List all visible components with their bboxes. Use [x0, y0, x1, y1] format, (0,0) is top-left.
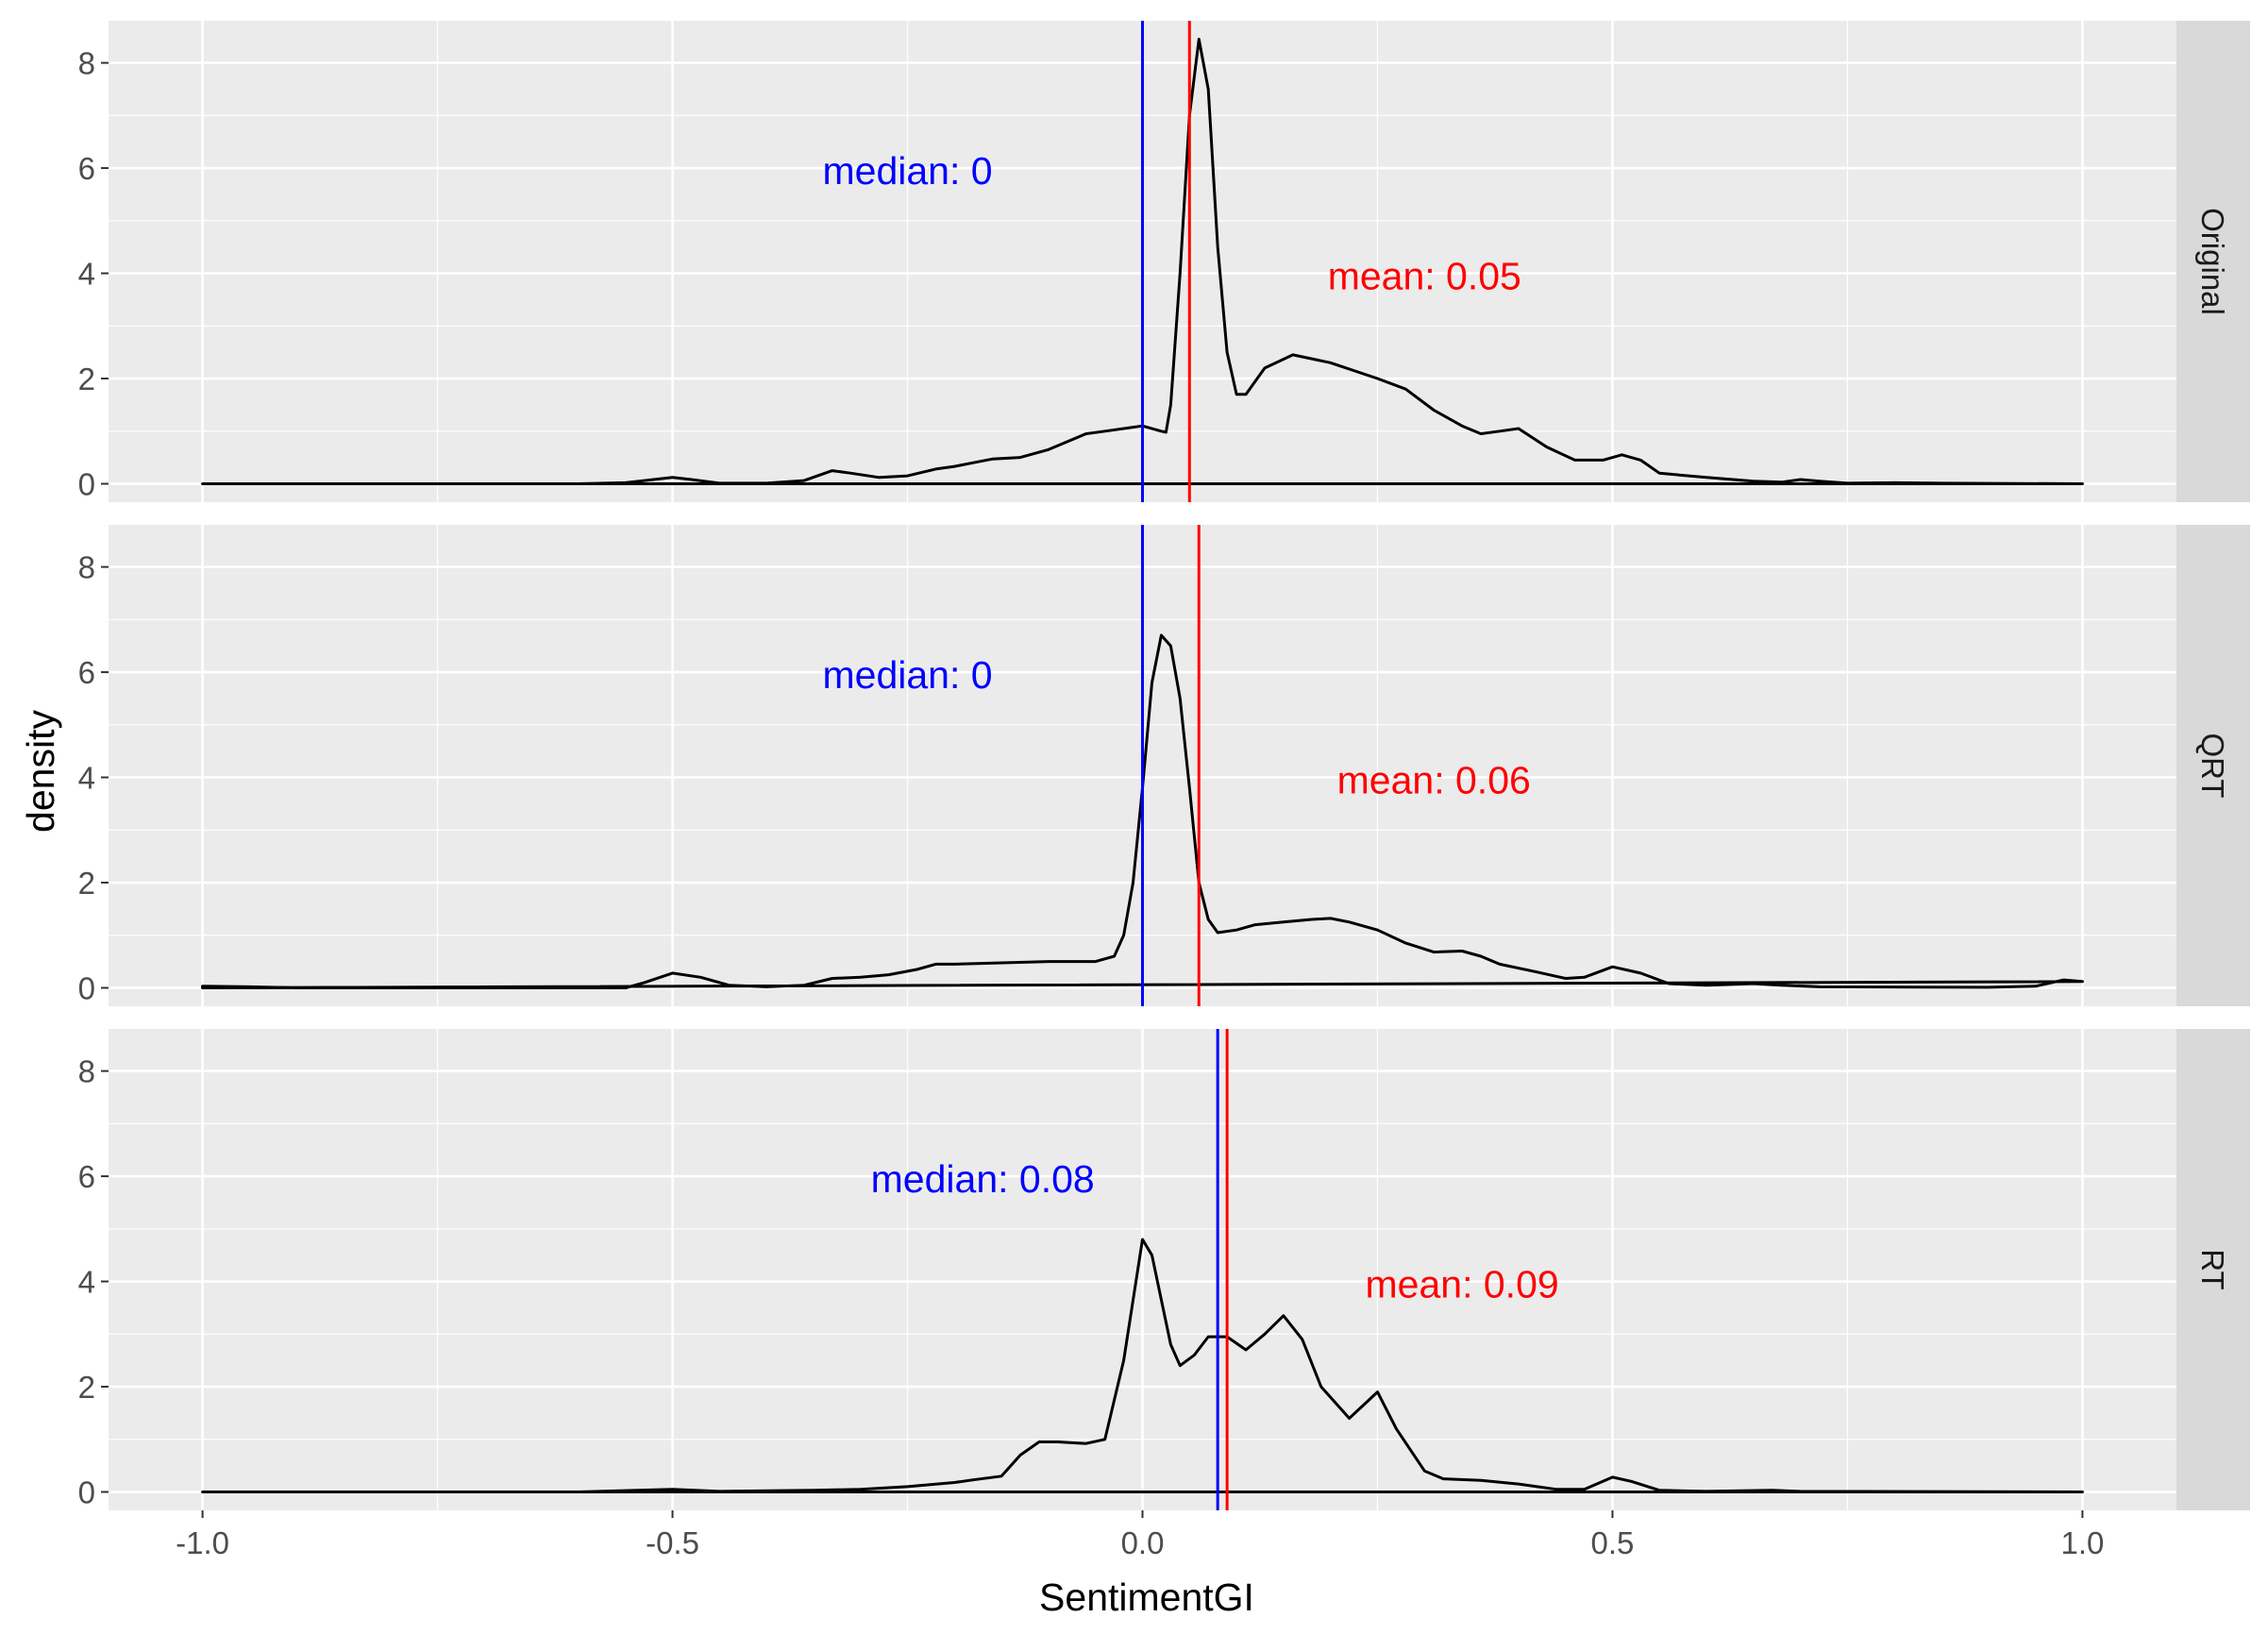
y-tick-label: 8 — [78, 46, 95, 81]
x-tick-label: 1.0 — [2060, 1525, 2104, 1560]
median-annotation: median: 0 — [822, 149, 992, 193]
facet-panel-rt: 0 2 4 6 8 median: 0.08 mean: 0.09 RT — [78, 1029, 2250, 1510]
y-tick-label: 8 — [78, 550, 95, 585]
x-tick-label: 0.5 — [1591, 1525, 1635, 1560]
y-tick-label: 0 — [78, 466, 95, 501]
y-axis-title: density — [19, 710, 62, 833]
facet-panels: 0 2 4 6 8 median: 0 mean: 0.05 Original 0 2 4 6 8 med… — [78, 21, 2250, 1510]
x-tick-label: -0.5 — [646, 1525, 699, 1560]
x-tick-label: 0.0 — [1121, 1525, 1165, 1560]
median-annotation: median: 0.08 — [871, 1157, 1095, 1201]
facet-strip — [2176, 21, 2250, 502]
y-tick-label: 8 — [78, 1054, 95, 1089]
facet-panel-original: 0 2 4 6 8 median: 0 mean: 0.05 Original — [78, 21, 2250, 502]
facet-strip — [2176, 525, 2250, 1006]
x-axis: -1.0 -0.5 0.0 0.5 1.0 — [176, 1510, 2104, 1560]
facet-label: Original — [2195, 208, 2230, 315]
y-tick-label: 4 — [78, 257, 95, 292]
y-tick-label: 2 — [78, 362, 95, 396]
y-tick-label: 2 — [78, 866, 95, 901]
y-tick-label: 0 — [78, 970, 95, 1005]
y-tick-label: 2 — [78, 1370, 95, 1405]
facet-label: QRT — [2195, 733, 2230, 798]
y-tick-label: 6 — [78, 151, 95, 186]
facet-strip — [2176, 1029, 2250, 1510]
density-curve — [201, 38, 2084, 485]
y-tick-label: 4 — [78, 1265, 95, 1300]
density-curve — [201, 633, 2084, 989]
x-tick-label: -1.0 — [176, 1525, 229, 1560]
y-tick-label: 4 — [78, 761, 95, 796]
y-tick-label: 0 — [78, 1474, 95, 1509]
y-tick-label: 6 — [78, 655, 95, 690]
facet-label: RT — [2195, 1249, 2230, 1289]
mean-annotation: mean: 0.06 — [1337, 758, 1531, 801]
x-axis-title: SentimentGI — [1039, 1575, 1254, 1619]
mean-annotation: mean: 0.05 — [1328, 254, 1521, 297]
mean-annotation: mean: 0.09 — [1366, 1262, 1559, 1306]
y-tick-label: 6 — [78, 1159, 95, 1194]
facet-panel-qrt: 0 2 4 6 8 median: 0 mean: 0.06 QRT — [78, 525, 2250, 1006]
median-annotation: median: 0 — [822, 653, 992, 697]
